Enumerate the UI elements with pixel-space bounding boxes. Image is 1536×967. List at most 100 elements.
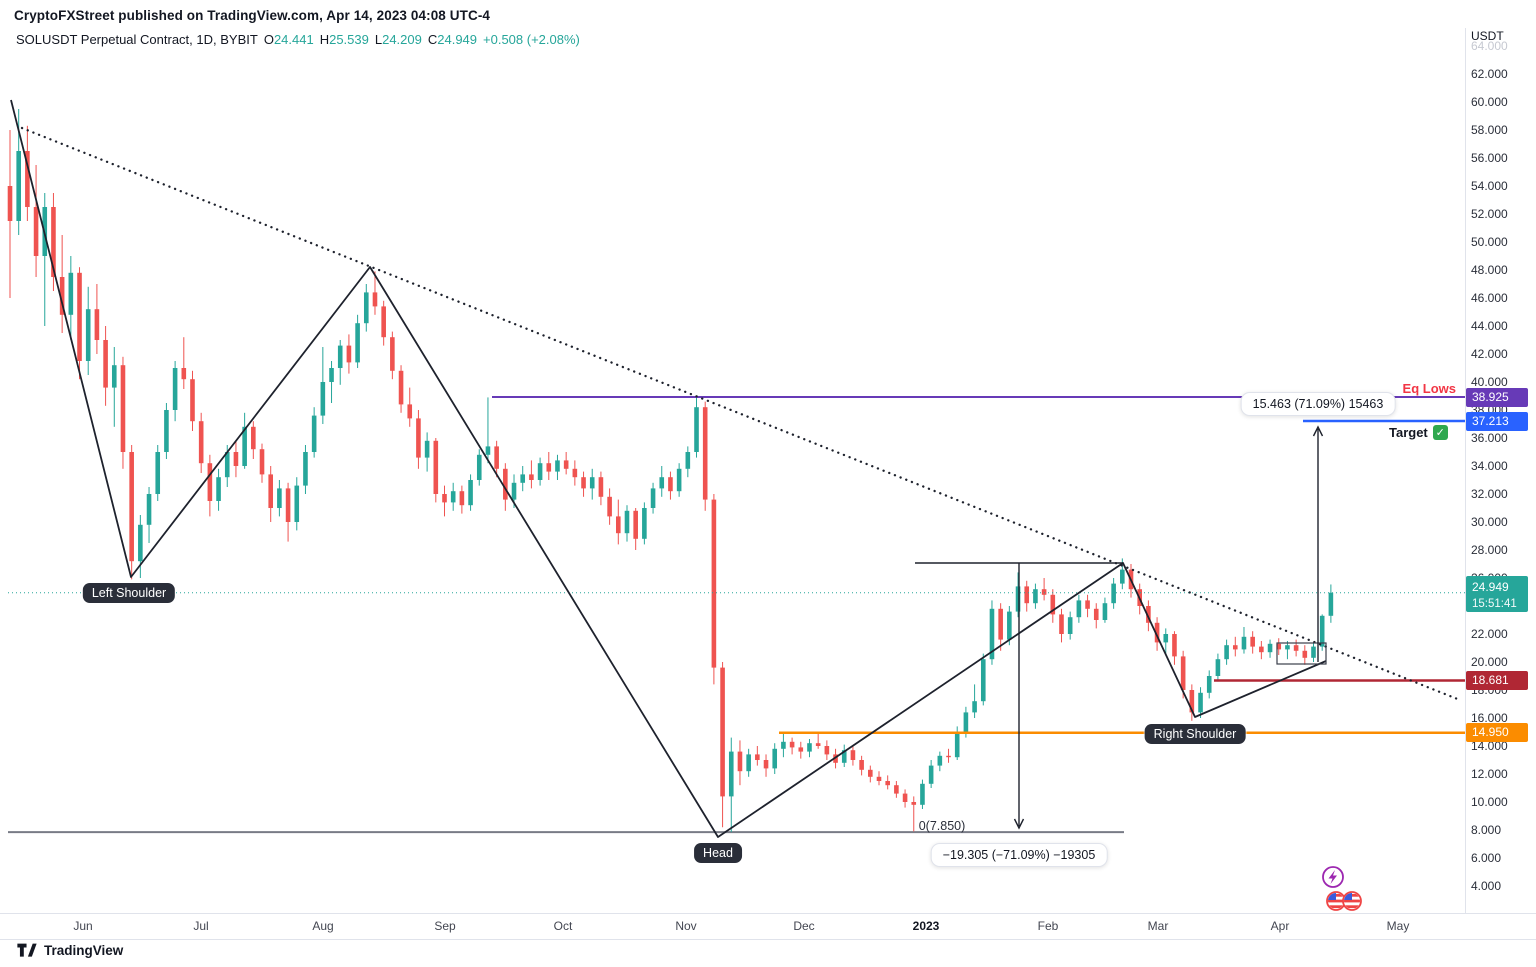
candle xyxy=(1007,606,1012,646)
flag-stripe xyxy=(1328,905,1344,909)
price-tick: 16.000 xyxy=(1471,710,1508,725)
candle xyxy=(1076,594,1082,623)
candle xyxy=(1302,645,1308,665)
price-tick: 40.000 xyxy=(1471,374,1508,389)
candle xyxy=(772,743,778,774)
candle xyxy=(954,726,960,760)
candle xyxy=(450,482,456,511)
candle xyxy=(1285,641,1290,660)
candle xyxy=(1059,608,1064,643)
candle xyxy=(1041,578,1047,601)
fib-down-measure-box[interactable]: −19.305 (−71.09%) −19305 xyxy=(930,843,1108,867)
flag-canton xyxy=(1344,893,1352,900)
candle xyxy=(233,440,239,478)
candle xyxy=(129,445,134,580)
candle xyxy=(529,460,534,489)
candle xyxy=(1241,627,1247,654)
candle xyxy=(928,760,934,788)
price-label-18.681: 18.681 xyxy=(1466,670,1528,690)
left-shoulder-label[interactable]: Left Shoulder xyxy=(82,583,176,603)
candle xyxy=(737,740,743,786)
candle xyxy=(668,471,673,500)
candle xyxy=(7,130,13,298)
price-tick: 12.000 xyxy=(1471,766,1508,781)
time-tick-jun: Jun xyxy=(73,919,93,933)
consolidation-box[interactable] xyxy=(1276,642,1327,665)
candle xyxy=(676,463,682,497)
eq-lows-label: Eq Lows xyxy=(1402,381,1456,396)
price-tick: 36.000 xyxy=(1471,430,1508,445)
price-tick: 22.000 xyxy=(1471,626,1508,641)
candle xyxy=(555,454,560,480)
price-tick: 34.000 xyxy=(1471,458,1508,473)
flag-stripe xyxy=(1344,905,1360,909)
candle xyxy=(1206,670,1212,699)
head-and-shoulders-trendline[interactable] xyxy=(10,99,1327,838)
price-tick: 20.000 xyxy=(1471,654,1508,669)
candle xyxy=(633,508,638,550)
candle xyxy=(589,468,595,500)
candle xyxy=(59,235,65,333)
candle xyxy=(433,438,439,503)
candle xyxy=(616,499,621,545)
head-label[interactable]: Head xyxy=(694,843,742,863)
tradingview-logo-icon xyxy=(17,943,37,957)
price-tick: 50.000 xyxy=(1471,234,1508,249)
lightning-bolt-glyph xyxy=(1328,870,1337,884)
price-tick: 58.000 xyxy=(1471,122,1508,137)
price-tick: 6.000 xyxy=(1471,850,1502,865)
candle xyxy=(320,347,326,424)
candle xyxy=(746,748,751,777)
candle xyxy=(763,754,769,777)
up-arrowhead-icon xyxy=(1312,425,1324,437)
candle xyxy=(207,454,213,517)
price-label-37.213: 37.213 xyxy=(1466,411,1528,431)
price-tick: 28.000 xyxy=(1471,542,1508,557)
candle xyxy=(1015,572,1021,618)
price-tick: 30.000 xyxy=(1471,514,1508,529)
instrument-title[interactable]: SOLUSDT Perpetual Contract, 1D, BYBIT xyxy=(16,32,258,47)
time-tick-2023: 2023 xyxy=(912,919,940,933)
candle xyxy=(416,410,421,469)
ohlc-open: O24.441 xyxy=(263,32,314,47)
price-tick: 52.000 xyxy=(1471,206,1508,221)
candle xyxy=(607,488,612,525)
candle xyxy=(85,286,91,375)
dotted-downtrend-line[interactable] xyxy=(20,126,1462,702)
tradingview-logo[interactable]: TradingView xyxy=(16,942,123,959)
candle xyxy=(998,603,1003,651)
candle xyxy=(172,361,178,422)
candle xyxy=(824,740,830,760)
candle xyxy=(546,452,552,480)
price-axis-border xyxy=(1465,28,1466,913)
fib-up-measure-box[interactable]: 15.463 (71.09%) 15463 xyxy=(1240,392,1396,416)
candle xyxy=(624,505,630,542)
price-tick: 54.000 xyxy=(1471,178,1508,193)
candle xyxy=(1293,639,1299,657)
time-tick-apr: Apr xyxy=(1270,919,1290,933)
time-tick-jul: Jul xyxy=(193,919,209,933)
candle xyxy=(329,361,334,403)
time-tick-feb: Feb xyxy=(1037,919,1059,933)
candle xyxy=(989,600,995,665)
candle xyxy=(1267,639,1273,658)
right-shoulder-label[interactable]: Right Shoulder xyxy=(1144,724,1246,744)
time-tick-aug: Aug xyxy=(312,919,334,933)
candle xyxy=(442,485,447,517)
candle xyxy=(120,356,126,469)
price-tick: 60.000 xyxy=(1471,94,1508,109)
flag-canton xyxy=(1328,893,1336,900)
candle xyxy=(859,755,864,776)
time-tick-nov: Nov xyxy=(675,919,697,933)
candle xyxy=(1328,584,1334,623)
candle xyxy=(494,440,499,478)
candle xyxy=(277,480,282,517)
candle xyxy=(1276,638,1282,655)
candle xyxy=(581,471,586,497)
candle xyxy=(720,662,725,828)
candle xyxy=(868,765,873,783)
price-tick: 44.000 xyxy=(1471,318,1508,333)
candle xyxy=(285,482,291,542)
